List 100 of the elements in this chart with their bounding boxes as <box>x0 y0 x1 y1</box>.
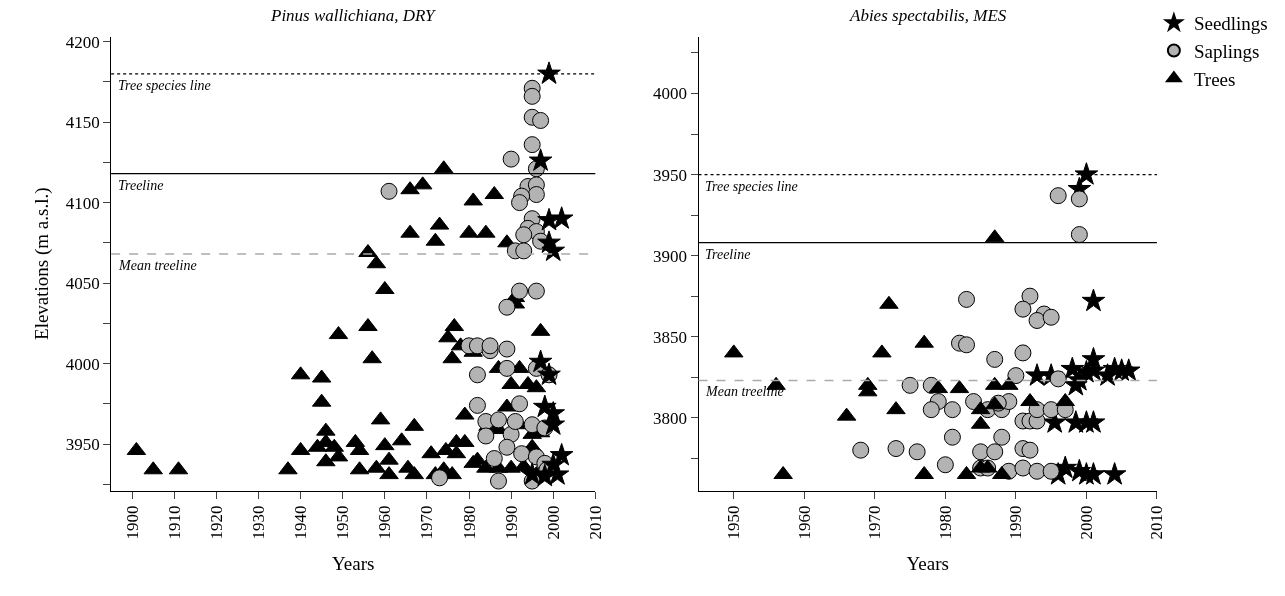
point <box>1102 462 1127 485</box>
point <box>490 472 507 490</box>
point <box>1081 288 1106 312</box>
y-tick-label: 4000 <box>65 354 100 374</box>
point <box>1070 190 1088 208</box>
y-tick-label: 4150 <box>65 113 100 133</box>
point <box>527 282 545 300</box>
point <box>527 186 545 204</box>
ref-line-label: Treeline <box>705 247 751 262</box>
point <box>1074 162 1099 185</box>
x-tick-label: 1990 <box>501 505 521 540</box>
point <box>498 438 516 456</box>
ref-line-label: Mean treeline <box>118 258 197 273</box>
x-tick-label: 1970 <box>417 505 437 540</box>
point <box>887 440 905 458</box>
point <box>943 428 961 446</box>
point <box>986 350 1004 368</box>
point <box>1049 187 1067 205</box>
x-tick-label: 2010 <box>585 505 605 540</box>
point <box>532 111 550 129</box>
point <box>511 395 529 413</box>
x-tick-label: 2010 <box>1147 505 1167 540</box>
point <box>972 443 990 461</box>
x-tick-label: 1970 <box>865 505 885 540</box>
point <box>908 443 926 461</box>
legend-label: Seedlings <box>1193 13 1268 35</box>
point <box>468 366 486 384</box>
y-tick-label: 3950 <box>653 165 688 185</box>
point <box>999 376 1019 390</box>
x-tick-label: 1980 <box>459 505 479 540</box>
point <box>485 450 503 468</box>
x-tick-label: 1950 <box>333 505 353 540</box>
x-tick-label: 1990 <box>1006 505 1026 540</box>
point <box>1053 455 1078 479</box>
point <box>468 396 486 414</box>
point <box>431 469 449 487</box>
point <box>1020 393 1040 407</box>
y-axis-title: Elevations (m a.s.l.) <box>30 187 53 340</box>
point <box>993 428 1011 446</box>
point <box>1042 401 1060 419</box>
point <box>502 150 520 168</box>
point <box>513 445 531 463</box>
chart-title: Abies spectabilis, MES <box>849 6 1007 25</box>
point <box>1081 410 1106 433</box>
x-axis-title: Years <box>906 553 949 575</box>
point <box>914 334 934 348</box>
legend-label: Saplings <box>1193 40 1260 62</box>
x-tick-label: 2000 <box>1076 505 1096 540</box>
point <box>886 401 906 415</box>
y-tick-label: 3950 <box>65 434 100 454</box>
point <box>958 290 976 308</box>
y-tick-label: 3850 <box>653 327 688 347</box>
x-tick-label: 1900 <box>122 505 142 540</box>
x-tick-label: 1960 <box>375 505 395 540</box>
y-tick-label: 4000 <box>653 84 688 104</box>
ref-line-label: Treeline <box>118 178 164 193</box>
point <box>477 427 495 445</box>
x-tick-label: 1930 <box>249 505 269 540</box>
point <box>549 206 574 229</box>
point <box>1028 462 1046 480</box>
y-tick-label: 3900 <box>653 246 688 266</box>
point <box>724 344 744 358</box>
point <box>1070 226 1088 244</box>
point <box>528 148 553 171</box>
x-tick-label: 1950 <box>724 505 744 540</box>
point <box>1055 393 1075 407</box>
point <box>958 336 976 354</box>
point <box>901 376 919 394</box>
point <box>943 401 961 419</box>
x-tick-label: 1910 <box>164 505 184 540</box>
y-tick-label: 4100 <box>65 193 100 213</box>
x-tick-label: 1940 <box>291 505 311 540</box>
x-axis-title: Years <box>332 553 375 575</box>
point <box>541 238 566 261</box>
point <box>986 443 1004 461</box>
point <box>872 344 892 358</box>
point <box>511 194 529 212</box>
point <box>1007 367 1025 385</box>
point <box>523 136 541 154</box>
point <box>1014 344 1032 362</box>
point <box>1014 459 1032 477</box>
chart-title: Pinus wallichiana, DRY <box>270 6 437 25</box>
point <box>380 182 398 200</box>
x-tick-label: 1920 <box>206 505 226 540</box>
ref-line-label: Tree species line <box>705 179 798 194</box>
point <box>1028 311 1046 329</box>
point <box>936 456 954 474</box>
legend-label: Trees <box>1193 68 1236 90</box>
point <box>506 413 524 430</box>
point <box>520 462 544 485</box>
y-tick-label: 4050 <box>65 274 100 294</box>
point <box>922 401 940 419</box>
point <box>511 282 529 300</box>
x-tick-label: 1980 <box>935 505 955 540</box>
point <box>498 340 516 358</box>
point <box>498 359 516 377</box>
point <box>515 242 533 260</box>
point <box>852 441 870 459</box>
point <box>1042 308 1060 326</box>
point <box>1021 441 1039 459</box>
